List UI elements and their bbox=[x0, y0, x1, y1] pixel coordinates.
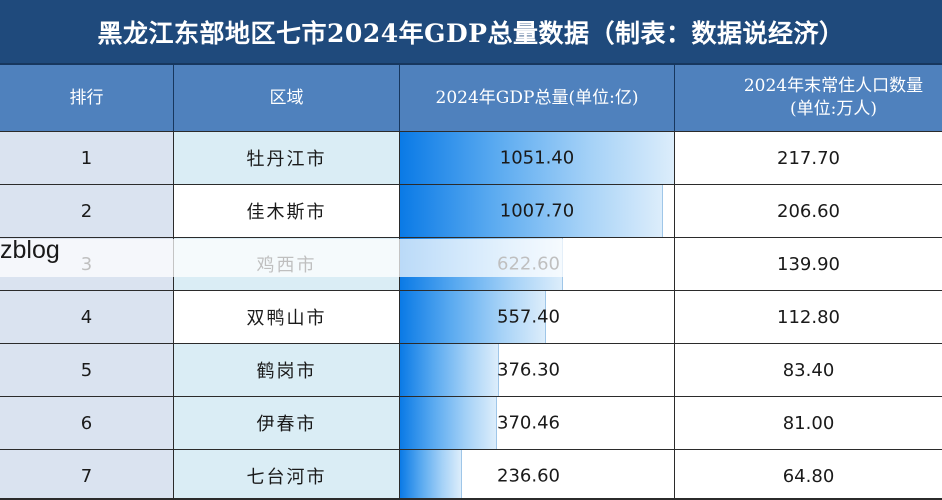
gdp-value: 1007.70 bbox=[499, 200, 575, 222]
population-cell: 83.40 bbox=[675, 344, 942, 396]
region-cell: 七台河市 bbox=[174, 450, 400, 500]
population-cell: 217.70 bbox=[675, 132, 942, 184]
gdp-value: 236.60 bbox=[497, 465, 560, 487]
population-cell: 81.00 bbox=[675, 397, 942, 449]
population-cell: 112.80 bbox=[675, 291, 942, 343]
gdp-data-bar bbox=[400, 397, 497, 449]
gdp-value: 376.30 bbox=[497, 359, 560, 381]
table-row: 1 牡丹江市 1051.40 217.70 bbox=[0, 131, 942, 184]
header-rank: 排行 bbox=[0, 65, 174, 131]
header-region: 区域 bbox=[174, 65, 400, 131]
table-header-row: 排行 区域 2024年GDP总量(单位:亿) 2024年末常住人口数量 (单位:… bbox=[0, 65, 942, 131]
population-cell: 139.90 bbox=[675, 238, 942, 290]
table-row: 7 七台河市 236.60 64.80 bbox=[0, 449, 942, 500]
table-row: 4 双鸭山市 557.40 112.80 bbox=[0, 290, 942, 343]
gdp-cell: 236.60 bbox=[400, 450, 675, 500]
rank-cell: 1 bbox=[0, 132, 174, 184]
header-region-label: 区域 bbox=[269, 87, 304, 108]
gdp-data-bar bbox=[400, 450, 462, 500]
header-population-label: 2024年末常住人口数量 bbox=[743, 76, 924, 97]
rank-cell: 6 bbox=[0, 397, 174, 449]
rank-cell: 7 bbox=[0, 450, 174, 500]
gdp-value: 557.40 bbox=[497, 306, 560, 328]
gdp-value: 370.46 bbox=[497, 412, 560, 434]
table-row: 6 伊春市 370.46 81.00 bbox=[0, 396, 942, 449]
rank-cell: 5 bbox=[0, 344, 174, 396]
table-title: 黑龙江东部地区七市2024年GDP总量数据（制表：数据说经济） bbox=[0, 0, 942, 65]
region-cell: 双鸭山市 bbox=[174, 291, 400, 343]
gdp-cell: 376.30 bbox=[400, 344, 675, 396]
table-row: 2 佳木斯市 1007.70 206.60 bbox=[0, 184, 942, 237]
table-row: 5 鹤岗市 376.30 83.40 bbox=[0, 343, 942, 396]
region-cell: 佳木斯市 bbox=[174, 185, 400, 237]
header-gdp-label: 2024年GDP总量(单位:亿) bbox=[435, 87, 639, 108]
header-gdp: 2024年GDP总量(单位:亿) bbox=[400, 65, 675, 131]
header-population-unit: (单位:万人) bbox=[790, 99, 877, 119]
header-rank-label: 排行 bbox=[69, 87, 104, 108]
gdp-cell: 370.46 bbox=[400, 397, 675, 449]
region-cell: 伊春市 bbox=[174, 397, 400, 449]
region-cell: 牡丹江市 bbox=[174, 132, 400, 184]
gdp-value: 1051.40 bbox=[499, 147, 575, 169]
gdp-data-bar bbox=[400, 185, 663, 237]
table-bottom-border bbox=[0, 498, 942, 500]
rank-cell: 4 bbox=[0, 291, 174, 343]
gdp-data-bar bbox=[400, 344, 499, 396]
gdp-cell: 1007.70 bbox=[400, 185, 675, 237]
header-population: 2024年末常住人口数量 (单位:万人) bbox=[675, 65, 942, 131]
region-cell: 鹤岗市 bbox=[174, 344, 400, 396]
watermark-overlay bbox=[0, 239, 606, 277]
population-cell: 64.80 bbox=[675, 450, 942, 500]
gdp-data-bar bbox=[400, 132, 674, 184]
gdp-cell: 557.40 bbox=[400, 291, 675, 343]
gdp-cell: 1051.40 bbox=[400, 132, 675, 184]
watermark-label: zblog bbox=[0, 236, 60, 264]
population-cell: 206.60 bbox=[675, 185, 942, 237]
gdp-data-bar bbox=[400, 291, 546, 343]
rank-cell: 2 bbox=[0, 185, 174, 237]
